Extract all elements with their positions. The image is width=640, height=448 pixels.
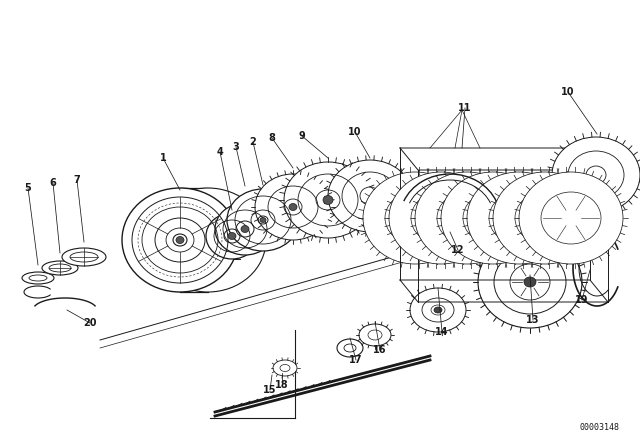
Ellipse shape [467,172,571,264]
Text: 10: 10 [348,127,362,137]
Ellipse shape [273,360,297,376]
Text: 6: 6 [50,178,56,188]
Ellipse shape [323,195,333,204]
Text: 3: 3 [232,142,239,152]
Ellipse shape [228,233,236,240]
Text: 5: 5 [24,183,31,193]
Ellipse shape [524,277,536,287]
Ellipse shape [150,188,266,292]
Text: 17: 17 [349,355,363,365]
Ellipse shape [227,189,299,251]
Ellipse shape [255,174,331,240]
Ellipse shape [337,339,363,357]
Text: 11: 11 [458,103,472,113]
Ellipse shape [410,288,466,332]
Ellipse shape [260,217,266,223]
Text: 15: 15 [263,385,276,395]
Ellipse shape [478,236,582,328]
Ellipse shape [359,324,391,346]
Text: 8: 8 [269,133,275,143]
Text: 20: 20 [83,318,97,328]
Ellipse shape [62,248,106,266]
Text: 1: 1 [159,153,166,163]
Text: 12: 12 [451,245,465,255]
Text: 13: 13 [526,315,540,325]
Text: 16: 16 [373,345,387,355]
Ellipse shape [289,203,297,211]
Ellipse shape [441,172,545,264]
Ellipse shape [42,261,78,275]
Text: 19: 19 [575,295,589,305]
Text: 10: 10 [561,87,575,97]
Ellipse shape [122,188,238,292]
Ellipse shape [215,203,275,255]
Ellipse shape [552,137,640,213]
Ellipse shape [206,213,258,259]
Ellipse shape [389,172,493,264]
Text: 00003148: 00003148 [580,423,620,432]
Text: 9: 9 [299,131,305,141]
Ellipse shape [493,172,597,264]
Text: 18: 18 [275,380,289,390]
Ellipse shape [284,162,372,238]
Ellipse shape [176,237,184,244]
Ellipse shape [363,172,467,264]
Text: 4: 4 [216,147,223,157]
Ellipse shape [241,225,249,233]
Text: 14: 14 [435,327,449,337]
Ellipse shape [328,160,412,232]
Ellipse shape [519,172,623,264]
Text: 2: 2 [250,137,257,147]
Ellipse shape [415,172,519,264]
Text: 7: 7 [74,175,81,185]
Ellipse shape [22,272,54,284]
Ellipse shape [434,307,442,313]
